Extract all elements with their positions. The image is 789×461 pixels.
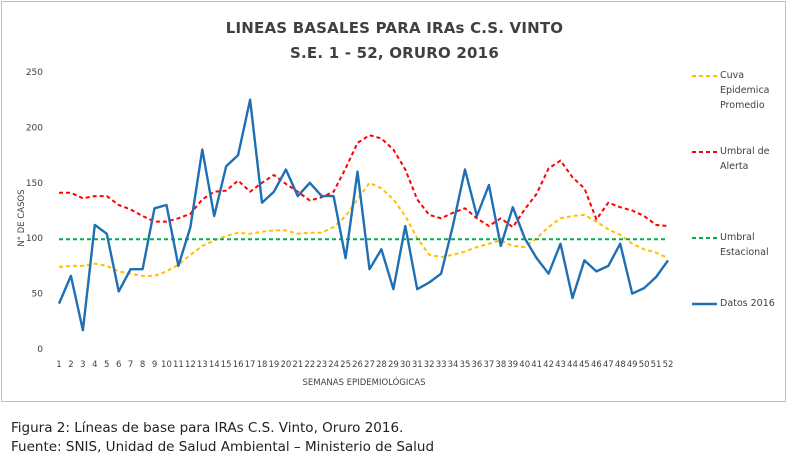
x-tick-label: 2 bbox=[68, 360, 73, 370]
x-tick-label: 15 bbox=[221, 360, 232, 370]
x-tick-label: 50 bbox=[639, 360, 650, 370]
x-tick-label: 25 bbox=[340, 360, 351, 370]
x-tick-label: 1 bbox=[56, 360, 61, 370]
series-line-umbral-de-alerta bbox=[59, 134, 669, 229]
chart-subtitle: S.E. 1 - 52, ORURO 2016 bbox=[290, 44, 499, 62]
series-line-datos-2016 bbox=[57, 98, 669, 332]
x-tick-label: 14 bbox=[209, 360, 220, 370]
x-tick-label: 7 bbox=[128, 360, 133, 370]
x-tick-label: 49 bbox=[627, 360, 638, 370]
chart-title: LINEAS BASALES PARA IRAs C.S. VINTO bbox=[225, 19, 564, 37]
x-tick-label: 24 bbox=[328, 360, 339, 370]
x-tick-label: 46 bbox=[591, 360, 602, 370]
x-tick-label: 31 bbox=[412, 360, 423, 370]
figure-source: Fuente: SNIS, Unidad de Salud Ambiental … bbox=[11, 439, 435, 455]
x-tick-label: 41 bbox=[531, 360, 542, 370]
x-tick-label: 42 bbox=[543, 360, 554, 370]
x-tick-label: 39 bbox=[507, 360, 518, 370]
x-tick-label: 12 bbox=[185, 360, 196, 370]
x-tick-label: 33 bbox=[436, 360, 447, 370]
series-line-cuva-epidemica-promedio bbox=[58, 181, 669, 277]
x-tick-label: 20 bbox=[280, 360, 291, 370]
x-tick-label: 52 bbox=[663, 360, 674, 370]
x-tick-label: 45 bbox=[579, 360, 590, 370]
x-tick-label: 43 bbox=[555, 360, 566, 370]
x-tick-label: 4 bbox=[92, 360, 97, 370]
x-tick-label: 28 bbox=[376, 360, 387, 370]
x-tick-label: 40 bbox=[519, 360, 530, 370]
x-tick-label: 19 bbox=[269, 360, 280, 370]
x-tick-label: 3 bbox=[80, 360, 85, 370]
y-tick-label: 200 bbox=[26, 123, 43, 133]
x-tick-label: 26 bbox=[352, 360, 363, 370]
x-tick-label: 34 bbox=[448, 360, 459, 370]
x-tick-label: 37 bbox=[483, 360, 494, 370]
y-tick-label: 150 bbox=[26, 179, 43, 189]
x-tick-label: 8 bbox=[140, 360, 145, 370]
x-tick-label: 22 bbox=[304, 360, 315, 370]
x-tick-label: 6 bbox=[116, 360, 121, 370]
figure-caption: Figura 2: Líneas de base para IRAs C.S. … bbox=[11, 420, 404, 436]
x-tick-label: 30 bbox=[400, 360, 411, 370]
x-axis-label: SEMANAS EPIDEMIOLÓGICAS bbox=[303, 376, 426, 388]
y-tick-label: 0 bbox=[37, 345, 43, 355]
x-tick-label: 21 bbox=[292, 360, 303, 370]
x-tick-label: 10 bbox=[161, 360, 172, 370]
x-tick-label: 47 bbox=[603, 360, 614, 370]
legend-label: Datos 2016 bbox=[720, 298, 775, 309]
legend-label: Umbral Estacional bbox=[720, 232, 769, 258]
x-tick-label: 23 bbox=[316, 360, 327, 370]
y-tick-label: 100 bbox=[26, 234, 43, 244]
y-tick-label: 50 bbox=[32, 290, 44, 300]
legend-label: Umbral de Alerta bbox=[720, 146, 770, 172]
x-tick-label: 18 bbox=[257, 360, 268, 370]
y-tick-label: 250 bbox=[26, 68, 43, 78]
x-tick-label: 27 bbox=[364, 360, 375, 370]
legend-label: Cuva Epidemica Promedio bbox=[720, 70, 770, 111]
x-tick-label: 29 bbox=[388, 360, 399, 370]
x-tick-label: 32 bbox=[424, 360, 435, 370]
chart-frame bbox=[1, 1, 786, 402]
x-tick-label: 11 bbox=[173, 360, 184, 370]
x-tick-label: 48 bbox=[615, 360, 626, 370]
x-tick-label: 35 bbox=[460, 360, 471, 370]
x-tick-label: 16 bbox=[233, 360, 244, 370]
x-tick-label: 44 bbox=[567, 360, 578, 370]
x-tick-label: 17 bbox=[245, 360, 256, 370]
x-tick-label: 9 bbox=[152, 360, 157, 370]
x-tick-label: 36 bbox=[472, 360, 483, 370]
x-tick-label: 38 bbox=[495, 360, 506, 370]
x-tick-label: 5 bbox=[104, 360, 109, 370]
y-axis-label: N° DE CASOS bbox=[17, 189, 27, 246]
x-tick-label: 13 bbox=[197, 360, 208, 370]
x-tick-label: 51 bbox=[651, 360, 662, 370]
